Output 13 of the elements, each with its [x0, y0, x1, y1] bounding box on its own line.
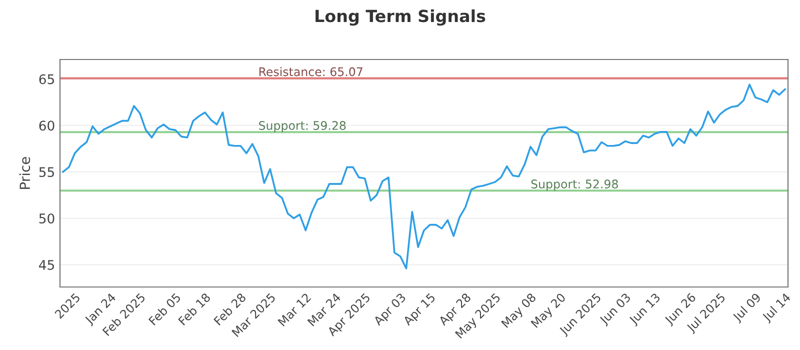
line-series	[62, 84, 786, 270]
ref-line-label: Support: 59.28	[259, 121, 346, 132]
ref-line-label: Resistance: 65.07	[259, 67, 362, 76]
y-axis-title: Price	[19, 157, 30, 189]
chart-title: Long Term Signals	[316, 9, 486, 26]
y-tick-label: 65	[39, 74, 54, 84]
x-tick-label: Jul 14	[761, 292, 793, 324]
y-tick-label: 60	[39, 120, 54, 131]
y-tick-label: 45	[38, 260, 54, 270]
x-tick-label: Jul 09	[732, 292, 763, 324]
y-tick-label: 50	[39, 214, 54, 224]
y-tick-label: 55	[39, 167, 54, 178]
ref-line-label: Support: 52.98	[531, 180, 618, 191]
